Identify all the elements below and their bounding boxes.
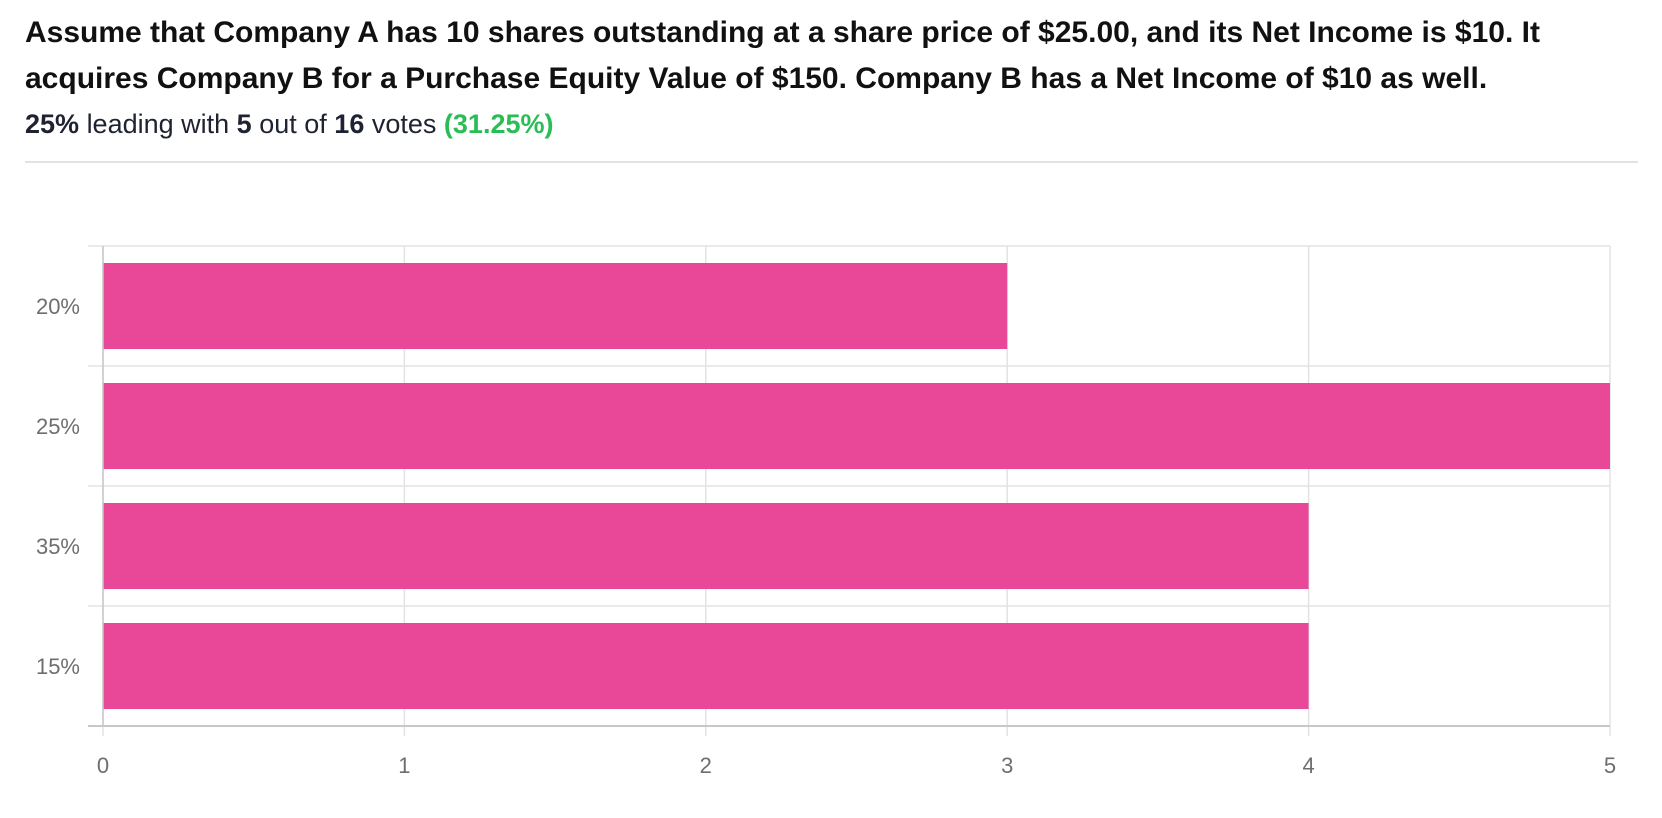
poll-question: Assume that Company A has 10 shares outs… xyxy=(25,16,1540,95)
leading-share: (31.25%) xyxy=(443,109,554,139)
bar-20% xyxy=(103,263,1008,349)
bar-25% xyxy=(103,383,1610,469)
y-tick-label: 20% xyxy=(36,294,80,319)
summary-text-outof: out of xyxy=(259,109,327,139)
summary-text-leading: leading with xyxy=(86,109,230,139)
total-votes: 16 xyxy=(334,109,365,139)
y-tick-label: 25% xyxy=(36,414,80,439)
poll-summary: 25% leading with 5 out of 16 votes (31.2… xyxy=(25,106,553,142)
bar-15% xyxy=(103,623,1309,709)
header-divider xyxy=(25,161,1638,163)
x-tick-label: 4 xyxy=(1302,753,1314,778)
x-tick-label: 5 xyxy=(1604,753,1616,778)
leading-option: 25% xyxy=(25,109,80,139)
summary-text-votes: votes xyxy=(371,109,437,139)
x-tick-label: 1 xyxy=(398,753,410,778)
y-tick-label: 15% xyxy=(36,654,80,679)
x-tick-label: 2 xyxy=(700,753,712,778)
tick-labels: 20% 25% 35% 15% 0 1 2 3 4 5 xyxy=(36,294,1616,778)
x-tick-label: 0 xyxy=(97,753,109,778)
leading-votes: 5 xyxy=(236,109,252,139)
bars xyxy=(103,263,1610,709)
axes xyxy=(88,246,1610,727)
y-tick-label: 35% xyxy=(36,534,80,559)
x-tick-label: 3 xyxy=(1001,753,1013,778)
bar-35% xyxy=(103,503,1309,589)
